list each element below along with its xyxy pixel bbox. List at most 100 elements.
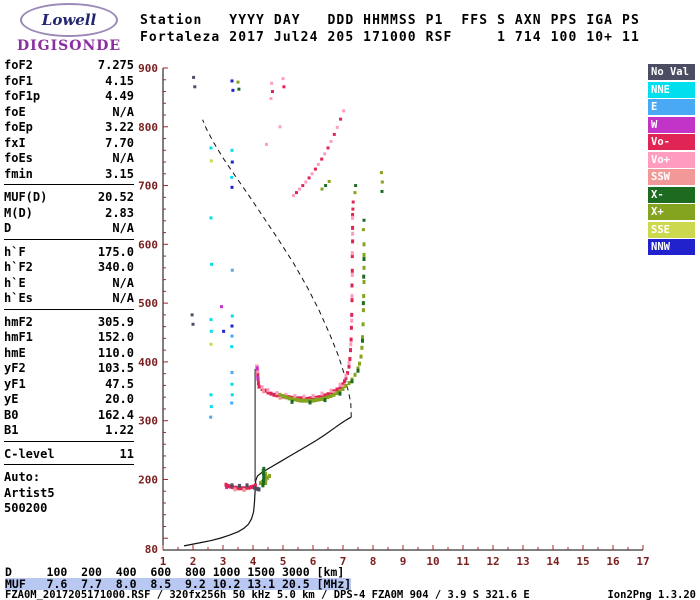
echo-point (191, 322, 195, 326)
echo-point (346, 371, 349, 376)
echo-point (256, 381, 260, 386)
parameter-value: N/A (112, 221, 134, 235)
echo-point (361, 308, 365, 313)
parameter-row-fmin: fmin 3.15 (4, 167, 134, 183)
echo-point (239, 486, 243, 491)
echo-point (230, 483, 234, 488)
y-tick-label: 700 (138, 180, 158, 193)
echo-point (329, 388, 333, 393)
echo-point (209, 393, 213, 397)
logo-lowell-text: Lowell (41, 11, 97, 29)
x-tick-label: 11 (456, 555, 470, 568)
legend-item-NNE: NNE (648, 81, 695, 98)
echo-point (230, 160, 234, 164)
parameter-label: C-level (4, 446, 55, 461)
echo-point (295, 191, 298, 195)
trace-F2-X-dark (290, 257, 366, 405)
echo-point (320, 391, 324, 396)
echo-point (262, 478, 265, 483)
echo-point (341, 384, 345, 389)
echo-point (350, 379, 354, 384)
echo-point (316, 162, 320, 166)
parameter-row-hmF2: hmF2 305.9 (4, 315, 134, 331)
legend-item-W: W (648, 116, 695, 133)
echo-point (230, 334, 234, 338)
status-bar-generator: Ion2Png 1.3.20 (607, 589, 696, 600)
echo-point (351, 231, 355, 236)
parameter-value: 7.275 (97, 58, 134, 72)
parameter-label: hmF1 (4, 330, 33, 344)
echo-point (308, 400, 312, 405)
x-tick-label: 16 (606, 555, 620, 568)
parameter-value: 20.0 (105, 392, 134, 406)
echo-point (230, 268, 234, 272)
legend-item-X+: X+ (648, 204, 695, 220)
x-tick-label: 12 (486, 555, 499, 568)
header-column-names: Station YYYY DAY DDD HHMMSS P1 FFS S AXN… (140, 13, 640, 28)
parameter-row-C-level: C-level 11 (4, 447, 134, 463)
echo-point (317, 395, 321, 400)
echo-point (293, 397, 297, 402)
parameter-label: h`Es (4, 291, 33, 305)
echo-point (362, 274, 366, 279)
echo-point (209, 146, 213, 150)
parameter-value: 3.15 (105, 166, 134, 181)
parameter-row-fxI: fxI 7.70 (4, 136, 134, 152)
x-tick-label: 7 (340, 555, 347, 568)
parameter-label: hmE (4, 345, 26, 360)
echo-point (298, 187, 301, 191)
echo-point (350, 312, 354, 317)
echo-point (260, 385, 264, 390)
legend-item-Vo-: Vo- (648, 134, 695, 150)
parameter-value: 175.0 (97, 244, 134, 259)
parameter-panel: foF2 7.275 foF1 4.15 foF1p 4.49 foE N/A foEp 3.22… (4, 58, 134, 517)
echo-point (293, 393, 297, 398)
echo-point (192, 75, 196, 79)
echo-point (353, 372, 357, 377)
echo-point (320, 187, 324, 191)
parameter-value: 4.15 (105, 73, 134, 88)
echo-point (380, 180, 384, 184)
echo-point (265, 142, 268, 146)
echo-point (209, 159, 213, 163)
echo-point (264, 471, 268, 476)
echo-point (255, 366, 259, 371)
x-tick-label: 5 (280, 555, 287, 568)
trace-lowF-X-dark (261, 466, 266, 488)
echo-point (278, 125, 282, 129)
x-tick-label: 14 (546, 555, 560, 568)
echo-point (259, 480, 262, 485)
header-values: Fortaleza 2017 Jul24 205 171000 RSF 1 71… (140, 30, 640, 45)
echo-point (261, 483, 265, 488)
trace-F2-O-main (255, 212, 355, 401)
echo-point (332, 392, 336, 397)
echo-point (339, 117, 343, 121)
echo-point (266, 475, 270, 480)
parameter-label: yF2 (4, 361, 26, 375)
echo-point (257, 487, 261, 492)
echo-point (379, 171, 383, 175)
echo-point (281, 393, 285, 398)
echo-point (350, 294, 354, 299)
y-tick-label: 300 (138, 415, 158, 428)
echo-point (341, 382, 345, 387)
echo-point (351, 215, 355, 220)
echo-point (320, 393, 324, 398)
legend-item-NoVal: No Val (648, 64, 695, 80)
parameter-label: yE (4, 392, 19, 406)
echo-point (311, 398, 315, 403)
parameter-value: 11 (119, 446, 134, 461)
parameter-row-h`Es: h`Es N/A (4, 291, 134, 307)
parameter-label: h`F2 (4, 260, 33, 274)
echo-point (304, 180, 308, 184)
echo-point (351, 200, 355, 204)
echo-point (324, 184, 328, 188)
echo-traces (224, 212, 366, 493)
echo-point (348, 356, 352, 361)
echo-point (262, 476, 266, 481)
logo-digisonde-text: DIGISONDE (16, 38, 122, 54)
echo-point (210, 262, 214, 266)
parameter-row-h`F: h`F 175.0 (4, 245, 134, 261)
parameter-row-h`E: h`E N/A (4, 276, 134, 292)
parameter-label: fmin (4, 166, 33, 181)
